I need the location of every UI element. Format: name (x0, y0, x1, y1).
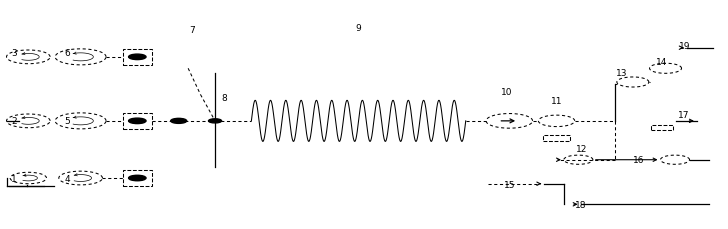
Bar (543, 136, 570, 141)
Text: 18: 18 (575, 200, 586, 209)
Circle shape (129, 55, 146, 60)
Circle shape (129, 119, 146, 124)
Text: 9: 9 (355, 24, 361, 33)
Bar (123, 50, 152, 65)
Text: 13: 13 (616, 69, 628, 78)
Circle shape (171, 119, 186, 124)
Text: 1: 1 (11, 174, 17, 183)
Text: 12: 12 (577, 144, 587, 153)
Bar (123, 113, 152, 129)
Text: 6: 6 (65, 49, 71, 57)
Text: 4: 4 (65, 174, 71, 183)
Text: 14: 14 (656, 58, 668, 67)
Circle shape (208, 119, 221, 123)
Bar (123, 170, 152, 186)
Text: 2: 2 (11, 117, 17, 126)
Text: 16: 16 (633, 155, 644, 164)
Text: 10: 10 (501, 87, 513, 96)
Text: 11: 11 (551, 96, 562, 105)
Text: 8: 8 (221, 94, 227, 103)
Text: 5: 5 (65, 117, 71, 126)
Text: 19: 19 (679, 42, 691, 51)
Circle shape (129, 175, 146, 181)
Text: 17: 17 (678, 110, 689, 119)
Text: 7: 7 (190, 26, 195, 35)
Bar (651, 126, 673, 131)
Text: 3: 3 (11, 49, 17, 57)
Text: 15: 15 (504, 181, 515, 190)
